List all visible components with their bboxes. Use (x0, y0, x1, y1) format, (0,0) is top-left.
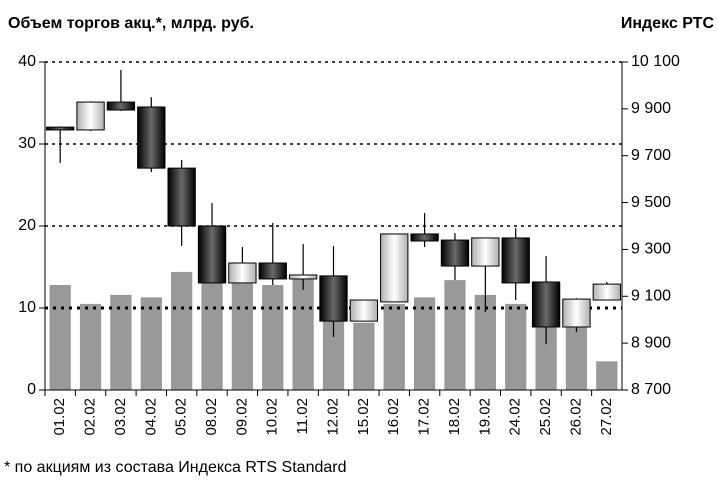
y-tick-label: 40 (18, 53, 36, 70)
bar (535, 316, 557, 390)
candle-body (319, 275, 348, 322)
bar (231, 283, 254, 390)
bar (292, 278, 314, 390)
y-axis-title: Объем торгов акц.*, млрд. руб. (8, 15, 254, 32)
bar (383, 303, 405, 390)
x-tick-label: 17.02 (416, 398, 433, 436)
bar (49, 285, 71, 390)
y2-tick-label: 10 100 (631, 53, 680, 70)
bar (444, 280, 466, 390)
x-tick-label: 05.02 (173, 398, 190, 436)
y-tick-label: 30 (18, 135, 36, 152)
bar (413, 297, 436, 390)
x-tick-label: 10.02 (264, 398, 281, 436)
candle-body (288, 274, 318, 280)
candle-body (76, 101, 105, 131)
x-tick-label: 12.02 (324, 398, 341, 436)
x-tick-label: 15.02 (355, 398, 372, 436)
y2-tick-label: 9 900 (631, 100, 671, 117)
candle-body (380, 233, 409, 303)
bar (201, 280, 223, 390)
bar (565, 324, 588, 390)
y2-tick-label: 9 500 (631, 194, 671, 211)
x-tick-label: 08.02 (203, 398, 220, 436)
bar (474, 294, 496, 390)
x-tick-label: 24.02 (507, 398, 524, 436)
footnote: * по акциям из состава Индекса RTS Stand… (4, 459, 346, 476)
candle-body (562, 298, 591, 328)
bar (79, 303, 102, 390)
candle-body (137, 106, 166, 169)
x-tick-label: 16.02 (385, 398, 402, 436)
x-tick-label: 18.02 (446, 398, 463, 436)
x-tick-label: 19.02 (476, 398, 493, 436)
candle-body (592, 283, 621, 301)
x-tick-label: 01.02 (51, 398, 68, 436)
y-tick-label: 0 (27, 381, 36, 398)
y2-tick-label: 9 300 (631, 241, 671, 258)
bar (505, 303, 527, 390)
candle-body (228, 262, 257, 284)
candle-body (106, 101, 136, 111)
x-tick-label: 11.02 (294, 398, 311, 434)
bar (262, 285, 284, 390)
candle-body (440, 239, 470, 267)
bar (596, 361, 618, 390)
x-tick-label: 04.02 (142, 398, 159, 436)
x-tick-label: 25.02 (537, 398, 554, 436)
bar (353, 322, 375, 390)
candle-body (471, 237, 500, 267)
y2-tick-label: 9 700 (631, 147, 671, 164)
candle-body (501, 237, 530, 284)
x-tick-label: 27.02 (598, 398, 615, 436)
y2-tick-label: 9 100 (631, 288, 671, 305)
candle-body (258, 262, 287, 280)
candle-body (197, 225, 227, 284)
candle-body (167, 167, 196, 227)
y-tick-label: 10 (18, 299, 36, 316)
x-tick-label: 26.02 (567, 398, 584, 436)
candle-body (46, 126, 75, 131)
bar (322, 308, 345, 390)
bar (110, 294, 132, 390)
x-tick-label: 03.02 (112, 398, 129, 436)
candle-body (410, 233, 439, 242)
candle-body (349, 299, 379, 322)
x-tick-label: 09.02 (233, 398, 250, 436)
y2-tick-label: 8 900 (631, 334, 671, 351)
x-tick-label: 02.02 (82, 398, 99, 436)
y-tick-label: 20 (18, 217, 36, 234)
bar (171, 271, 193, 390)
y2-axis-title: Индекс РТС (621, 15, 715, 32)
y2-tick-label: 8 700 (631, 381, 671, 398)
bar (140, 297, 162, 390)
candle-body (531, 281, 561, 328)
